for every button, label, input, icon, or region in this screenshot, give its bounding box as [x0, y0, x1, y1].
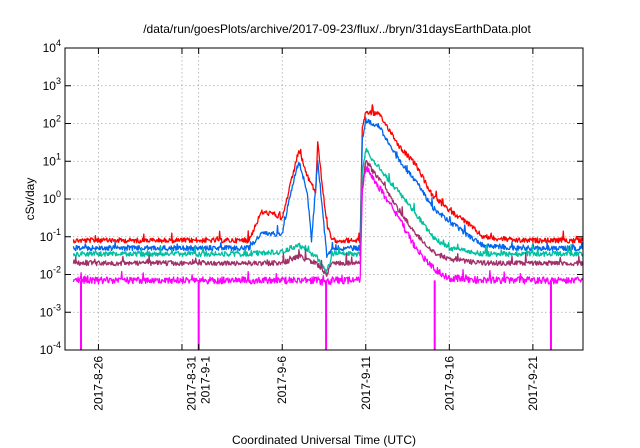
x-axis-label: Coordinated Universal Time (UTC)	[232, 433, 416, 447]
y-tick-label: 102	[43, 114, 61, 131]
series-line	[72, 165, 584, 286]
series-line	[72, 159, 584, 277]
y-axis-label: cSv/day	[23, 178, 37, 221]
y-tick-label: 10-3	[40, 302, 61, 319]
series-line	[72, 104, 584, 244]
chart-title: /data/run/goesPlots/archive/2017-09-23/f…	[143, 22, 531, 36]
x-tick-label: 2017-9-16	[442, 356, 456, 411]
x-tick-label: 2017-8-31	[185, 356, 199, 411]
x-tick-label: 2017-9-6	[275, 356, 289, 404]
series-line	[72, 117, 584, 259]
y-tick-label: 10-1	[40, 227, 61, 244]
y-tick-label: 101	[43, 151, 61, 168]
x-tick-label: 2017-8-26	[91, 356, 105, 411]
x-tick-label: 2017-9-1	[199, 356, 213, 404]
y-tick-label: 103	[43, 76, 61, 93]
x-tick-label: 2017-9-21	[526, 356, 540, 411]
y-tick-label: 10-4	[40, 340, 61, 357]
x-axis: 2017-8-26 2017-8-31 2017-9-1 2017-9-6 2017-9…	[91, 48, 540, 411]
y-tick-label: 104	[43, 38, 61, 55]
y-tick-label: 100	[43, 189, 61, 206]
series-line	[72, 147, 584, 274]
plot-area	[72, 104, 584, 350]
y-tick-label: 10-2	[40, 265, 61, 282]
y-axis: 10-4 10-3 10-2 10-1 100 101 102 103 104	[40, 38, 583, 357]
x-tick-label: 2017-9-11	[359, 356, 373, 410]
